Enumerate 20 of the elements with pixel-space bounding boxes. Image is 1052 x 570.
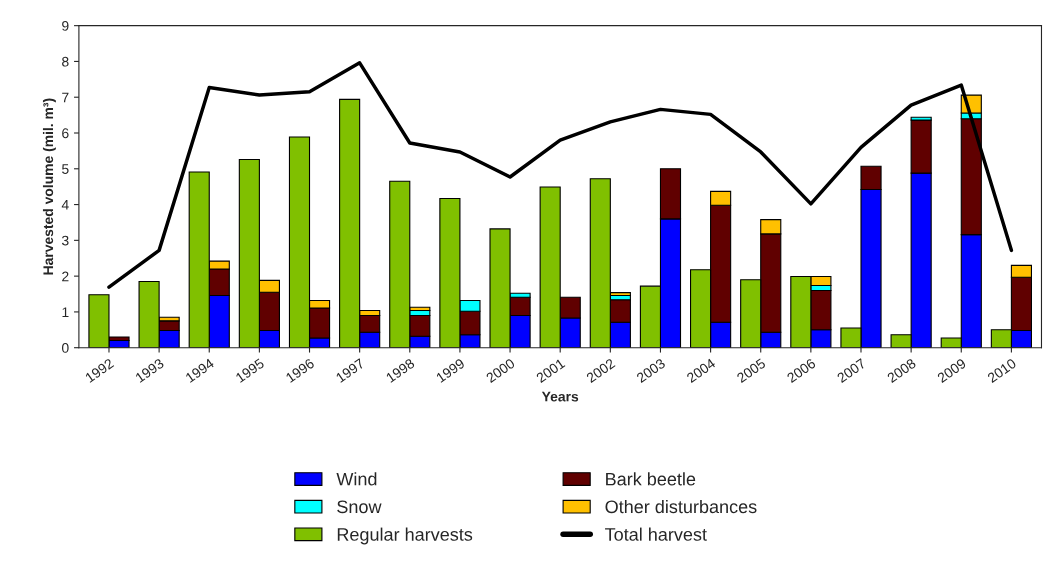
y-tick-label: 1 xyxy=(62,307,69,317)
y-tick-label: 6 xyxy=(62,128,69,139)
y-tick-label: 0 xyxy=(62,343,69,353)
y-axis-title: Harvested volume (mil. m³) xyxy=(42,98,56,275)
y-tick-label: 3 xyxy=(61,235,69,246)
y-tick-label: 4 xyxy=(61,200,69,210)
legend-label: Total harvest xyxy=(605,527,707,541)
y-tick-label: 2 xyxy=(62,271,69,282)
legend-label: Snow xyxy=(337,500,382,514)
line-series xyxy=(107,61,1014,289)
legend-label: Bark beetle xyxy=(606,472,696,486)
legend-label: Wind xyxy=(336,472,377,486)
y-tick-label: 7 xyxy=(62,92,69,103)
x-axis-title: Years xyxy=(541,391,579,402)
y-tick-label: 9 xyxy=(62,20,69,31)
legend-label: Other disturbances xyxy=(605,499,757,514)
legend-label: Regular harvests xyxy=(337,527,473,545)
y-tick-label: 5 xyxy=(62,164,69,174)
x-tick-label: 2001 xyxy=(535,358,566,384)
y-tick-label: 8 xyxy=(62,56,69,67)
